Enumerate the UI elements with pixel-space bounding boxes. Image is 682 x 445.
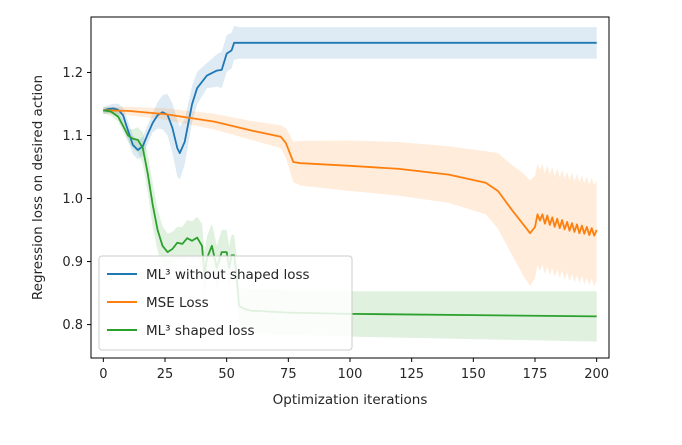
x-axis-ticks: 0 25 50 75 100 125 150 175 200 <box>99 358 609 382</box>
legend: ML³ without shaped loss MSE Loss ML³ shape… <box>98 255 353 351</box>
y-axis-label: Regression loss on desired action <box>30 75 46 300</box>
series-band-1 <box>103 106 597 287</box>
series-line-1 <box>103 109 598 237</box>
y-tick-label: 1.1 <box>62 129 83 144</box>
series-band-0 <box>103 25 597 180</box>
x-tick-label: 50 <box>218 367 235 382</box>
y-tick-label: 1.2 <box>62 66 83 81</box>
y-tick-label: 1.0 <box>62 192 83 207</box>
series-line-0 <box>102 41 597 154</box>
x-axis-label: Optimization iterations <box>273 392 428 408</box>
x-tick-label: 25 <box>157 367 174 382</box>
y-axis-ticks: 0.8 0.9 1.0 1.1 1.2 <box>62 66 91 333</box>
x-tick-label: 175 <box>523 367 548 382</box>
legend-label-1: MSE Loss <box>146 295 209 311</box>
legend-box <box>98 255 353 351</box>
legend-label-2: ML³ shaped loss <box>146 323 255 339</box>
legend-label-0: ML³ without shaped loss <box>146 267 310 283</box>
x-tick-label: 125 <box>399 367 424 382</box>
x-tick-label: 0 <box>99 367 107 382</box>
x-tick-label: 75 <box>280 367 297 382</box>
x-tick-label: 150 <box>461 367 486 382</box>
x-tick-label: 100 <box>338 367 363 382</box>
y-tick-label: 0.8 <box>62 318 83 333</box>
x-tick-label: 200 <box>584 367 609 382</box>
y-tick-label: 0.9 <box>62 255 83 270</box>
